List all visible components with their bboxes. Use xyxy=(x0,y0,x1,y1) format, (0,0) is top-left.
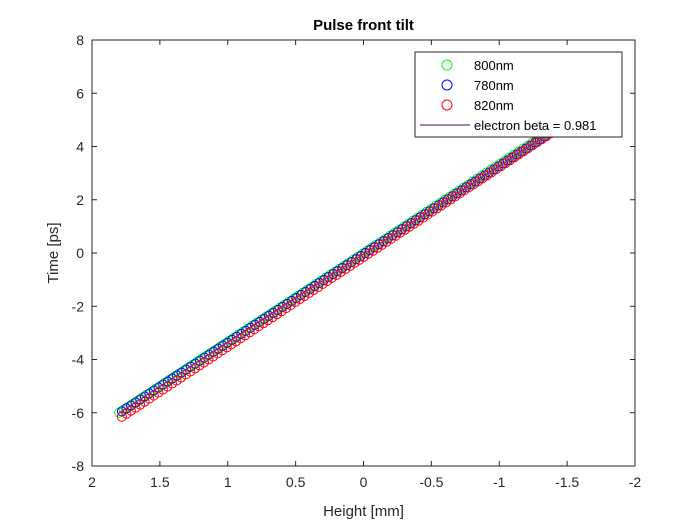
legend-marker xyxy=(441,59,453,71)
legend-box xyxy=(414,51,623,138)
y-tick-label: 6 xyxy=(76,85,84,101)
series-line-electron-beta xyxy=(118,126,561,414)
x-tick-label: 1 xyxy=(224,474,232,490)
x-tick-label: -0.5 xyxy=(419,474,443,490)
data-layer xyxy=(114,125,561,422)
x-tick-label: -1 xyxy=(493,474,506,490)
legend-entry: 780nm xyxy=(474,78,514,93)
legend-marker xyxy=(441,99,453,111)
x-tick-label: 1.5 xyxy=(150,474,170,490)
legend: 800nm 780nm 820nm electron beta = 0.981 xyxy=(414,51,623,138)
y-tick-label: 8 xyxy=(76,32,84,48)
axes-layer: 2 1.5 1 0.5 0 -0.5 -1 -1.5 -2 -8 -6 -4 -2 0 2 4 6 8 xyxy=(72,32,642,490)
y-tick-label: -4 xyxy=(72,352,85,368)
x-tick-label: 2 xyxy=(88,474,96,490)
legend-entry: electron beta = 0.981 xyxy=(474,118,597,133)
y-tick-label: 2 xyxy=(76,192,84,208)
y-tick-label: 0 xyxy=(76,245,84,261)
x-axis-label: Height [mm] xyxy=(323,503,404,520)
y-tick-label: -2 xyxy=(72,298,85,314)
y-tick-label: 4 xyxy=(76,139,84,155)
x-tick-label: -2 xyxy=(629,474,642,490)
y-axis-label: Time [ps] xyxy=(45,222,62,283)
y-tick-label: -8 xyxy=(72,458,85,474)
chart-title: Pulse front tilt xyxy=(313,17,414,34)
x-tick-label: 0 xyxy=(360,474,368,490)
legend-entry: 800nm xyxy=(474,58,514,73)
y-tick-label: -6 xyxy=(72,405,85,421)
legend-entry: 820nm xyxy=(474,98,514,113)
x-tick-label: 0.5 xyxy=(286,474,306,490)
legend-marker xyxy=(441,79,453,91)
x-tick-label: -1.5 xyxy=(555,474,579,490)
